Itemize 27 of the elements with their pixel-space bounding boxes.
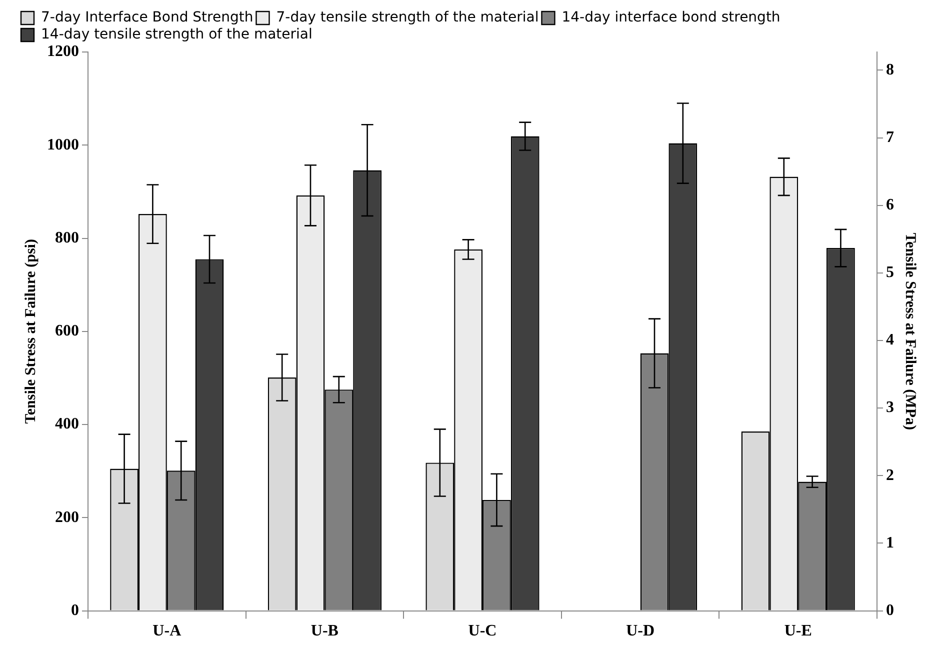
x-tick-label: U-D bbox=[626, 622, 655, 640]
y2-tick-label: 6 bbox=[886, 196, 894, 214]
y2-tick-label: 4 bbox=[886, 332, 894, 349]
y-tick-label: 800 bbox=[55, 229, 79, 246]
y2-tick-label: 7 bbox=[886, 128, 894, 146]
y2-tick-label: 8 bbox=[886, 61, 894, 78]
y2-tick-label: 5 bbox=[886, 264, 894, 282]
y-tick-label: 600 bbox=[55, 322, 79, 340]
x-tick-label: U-C bbox=[468, 622, 497, 640]
legend-label: 7-day Interface Bond Strength bbox=[41, 10, 254, 26]
y2-tick-label: 3 bbox=[886, 399, 894, 416]
legend-label: 14-day interface bond strength bbox=[562, 10, 780, 26]
y-axis-title: Tensile Stress at Failure (psi) bbox=[22, 239, 39, 424]
y-tick-label: 400 bbox=[55, 416, 79, 433]
legend-label: 14-day tensile strength of the material bbox=[41, 26, 312, 43]
y-tick-label: 200 bbox=[55, 508, 79, 526]
y2-tick-label: 0 bbox=[886, 602, 894, 619]
y-tick-label: 0 bbox=[71, 602, 79, 619]
x-tick-label: U-E bbox=[784, 622, 812, 640]
y-tick-label: 1200 bbox=[47, 43, 79, 60]
y2-tick-label: 1 bbox=[886, 534, 894, 552]
y2-axis-title: Tensile Stress at Failure (MPa) bbox=[902, 232, 918, 430]
x-tick-label: U-B bbox=[310, 622, 339, 640]
x-tick-label: U-A bbox=[152, 622, 182, 640]
y-tick-label: 1000 bbox=[47, 136, 79, 154]
legend-label: 7-day tensile strength of the material bbox=[276, 10, 539, 26]
y2-tick-label: 2 bbox=[886, 466, 894, 484]
